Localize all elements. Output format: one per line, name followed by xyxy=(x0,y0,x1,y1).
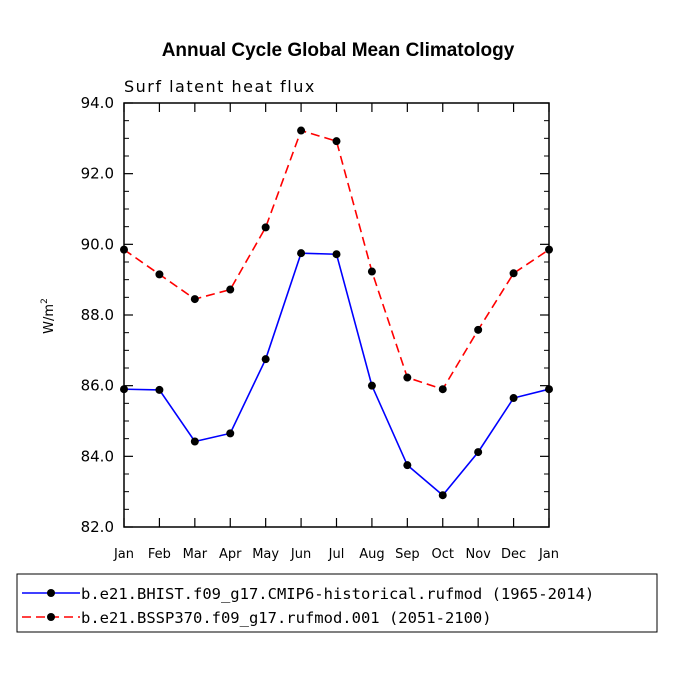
series-1-point xyxy=(190,437,199,446)
x-tick-label: Jan xyxy=(113,547,134,562)
legend-label-2: b.e21.BSSP370.f09_g17.rufmod.001 (2051-2… xyxy=(81,609,492,627)
x-tick-label: Feb xyxy=(148,547,171,562)
x-tick-label: Jul xyxy=(328,547,345,562)
series-2-point xyxy=(190,295,199,304)
x-tick-label: Aug xyxy=(359,547,384,562)
plot-frame xyxy=(123,102,550,528)
y-tick-label: 90.0 xyxy=(81,235,114,253)
legend-label-1: b.e21.BHIST.f09_g17.CMIP6-historical.ruf… xyxy=(81,585,594,603)
series-1-point xyxy=(226,429,235,438)
legend-marker-1 xyxy=(47,589,55,597)
x-tick-label: Oct xyxy=(432,547,454,562)
series-2-point xyxy=(155,270,164,279)
series-2-point xyxy=(403,373,412,382)
series-2-point xyxy=(297,126,306,135)
series-2-point xyxy=(438,385,447,394)
legend-box xyxy=(16,573,658,633)
legend: b.e21.BHIST.f09_g17.CMIP6-historical.ruf… xyxy=(16,573,658,633)
x-tick-label: Mar xyxy=(183,547,208,562)
series-2-point xyxy=(261,223,270,232)
x-tick-label: Jan xyxy=(538,547,559,562)
series-line-1 xyxy=(123,252,550,497)
x-tick-label: Nov xyxy=(465,547,491,562)
y-tick-label: 84.0 xyxy=(81,447,114,465)
series-2-point xyxy=(332,137,341,146)
x-tick-label: Jun xyxy=(290,547,311,562)
series-1-point xyxy=(332,250,341,259)
series-2-point xyxy=(226,285,235,294)
y-tick-label: 94.0 xyxy=(81,94,114,112)
y-axis-label-superscript: 2 xyxy=(40,298,50,304)
chart-subtitle: Surf latent heat flux xyxy=(124,77,316,96)
y-tick-label: 88.0 xyxy=(81,306,114,324)
chart-title: Annual Cycle Global Mean Climatology xyxy=(162,40,515,61)
series-2-point xyxy=(474,325,483,334)
series-2-point xyxy=(367,267,376,276)
series-1-point xyxy=(155,385,164,394)
series-1-point xyxy=(509,394,518,403)
y-axis-label-text: W/m xyxy=(42,304,57,334)
series-1-point xyxy=(367,381,376,390)
series-1-point xyxy=(297,249,306,258)
x-tick-label: May xyxy=(252,547,279,562)
x-tick-label: Sep xyxy=(395,547,420,562)
series-1-point xyxy=(261,355,270,364)
series-1-point xyxy=(403,461,412,470)
legend-marker-2 xyxy=(47,613,55,621)
x-tick-label: Apr xyxy=(219,547,242,562)
series-1-point xyxy=(474,448,483,457)
series-line-2 xyxy=(123,129,550,391)
y-tick-label: 86.0 xyxy=(81,377,114,395)
series-1-point xyxy=(438,491,447,500)
x-tick-label: Dec xyxy=(501,547,526,562)
series-2-point xyxy=(509,269,518,278)
y-tick-label: 82.0 xyxy=(81,518,114,536)
y-axis-label: W/m2 xyxy=(40,298,57,334)
y-tick-label: 92.0 xyxy=(81,165,114,183)
svg-text:W/m2: W/m2 xyxy=(40,298,57,334)
